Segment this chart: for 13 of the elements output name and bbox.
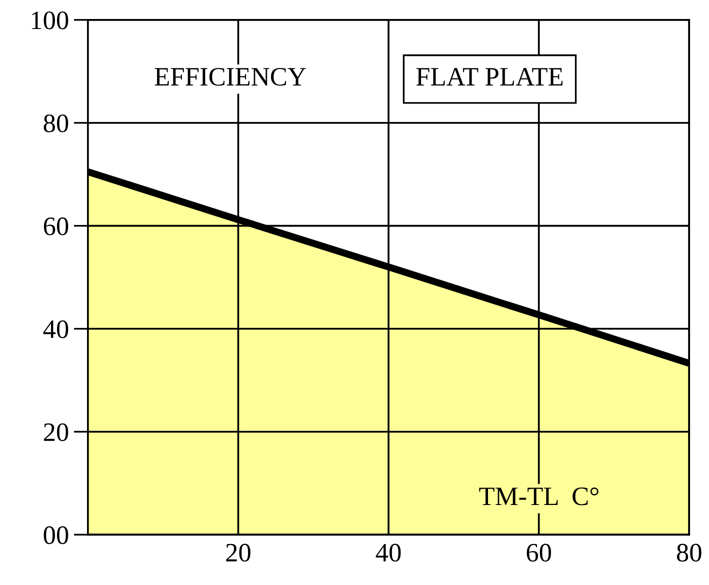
x-axis-title: TM-TL C° [479,487,598,506]
x-tick-label: 80 [676,544,702,562]
y-tick-label: 80 [44,114,68,132]
y-tick-label: 00 [44,526,68,544]
y-tick-label: 100 [32,11,68,30]
text: FLAT PLATE [416,68,563,86]
y-tick-label: 40 [43,320,68,338]
x-tick-label: 20 [226,544,250,562]
x-tick-label: 60 [526,544,552,562]
x-tick-label: 40 [376,544,401,562]
y-axis-title: EFFICIENCY [154,68,306,86]
y-tick-label: 60 [44,217,68,236]
y-tick-label: 20 [44,423,68,442]
